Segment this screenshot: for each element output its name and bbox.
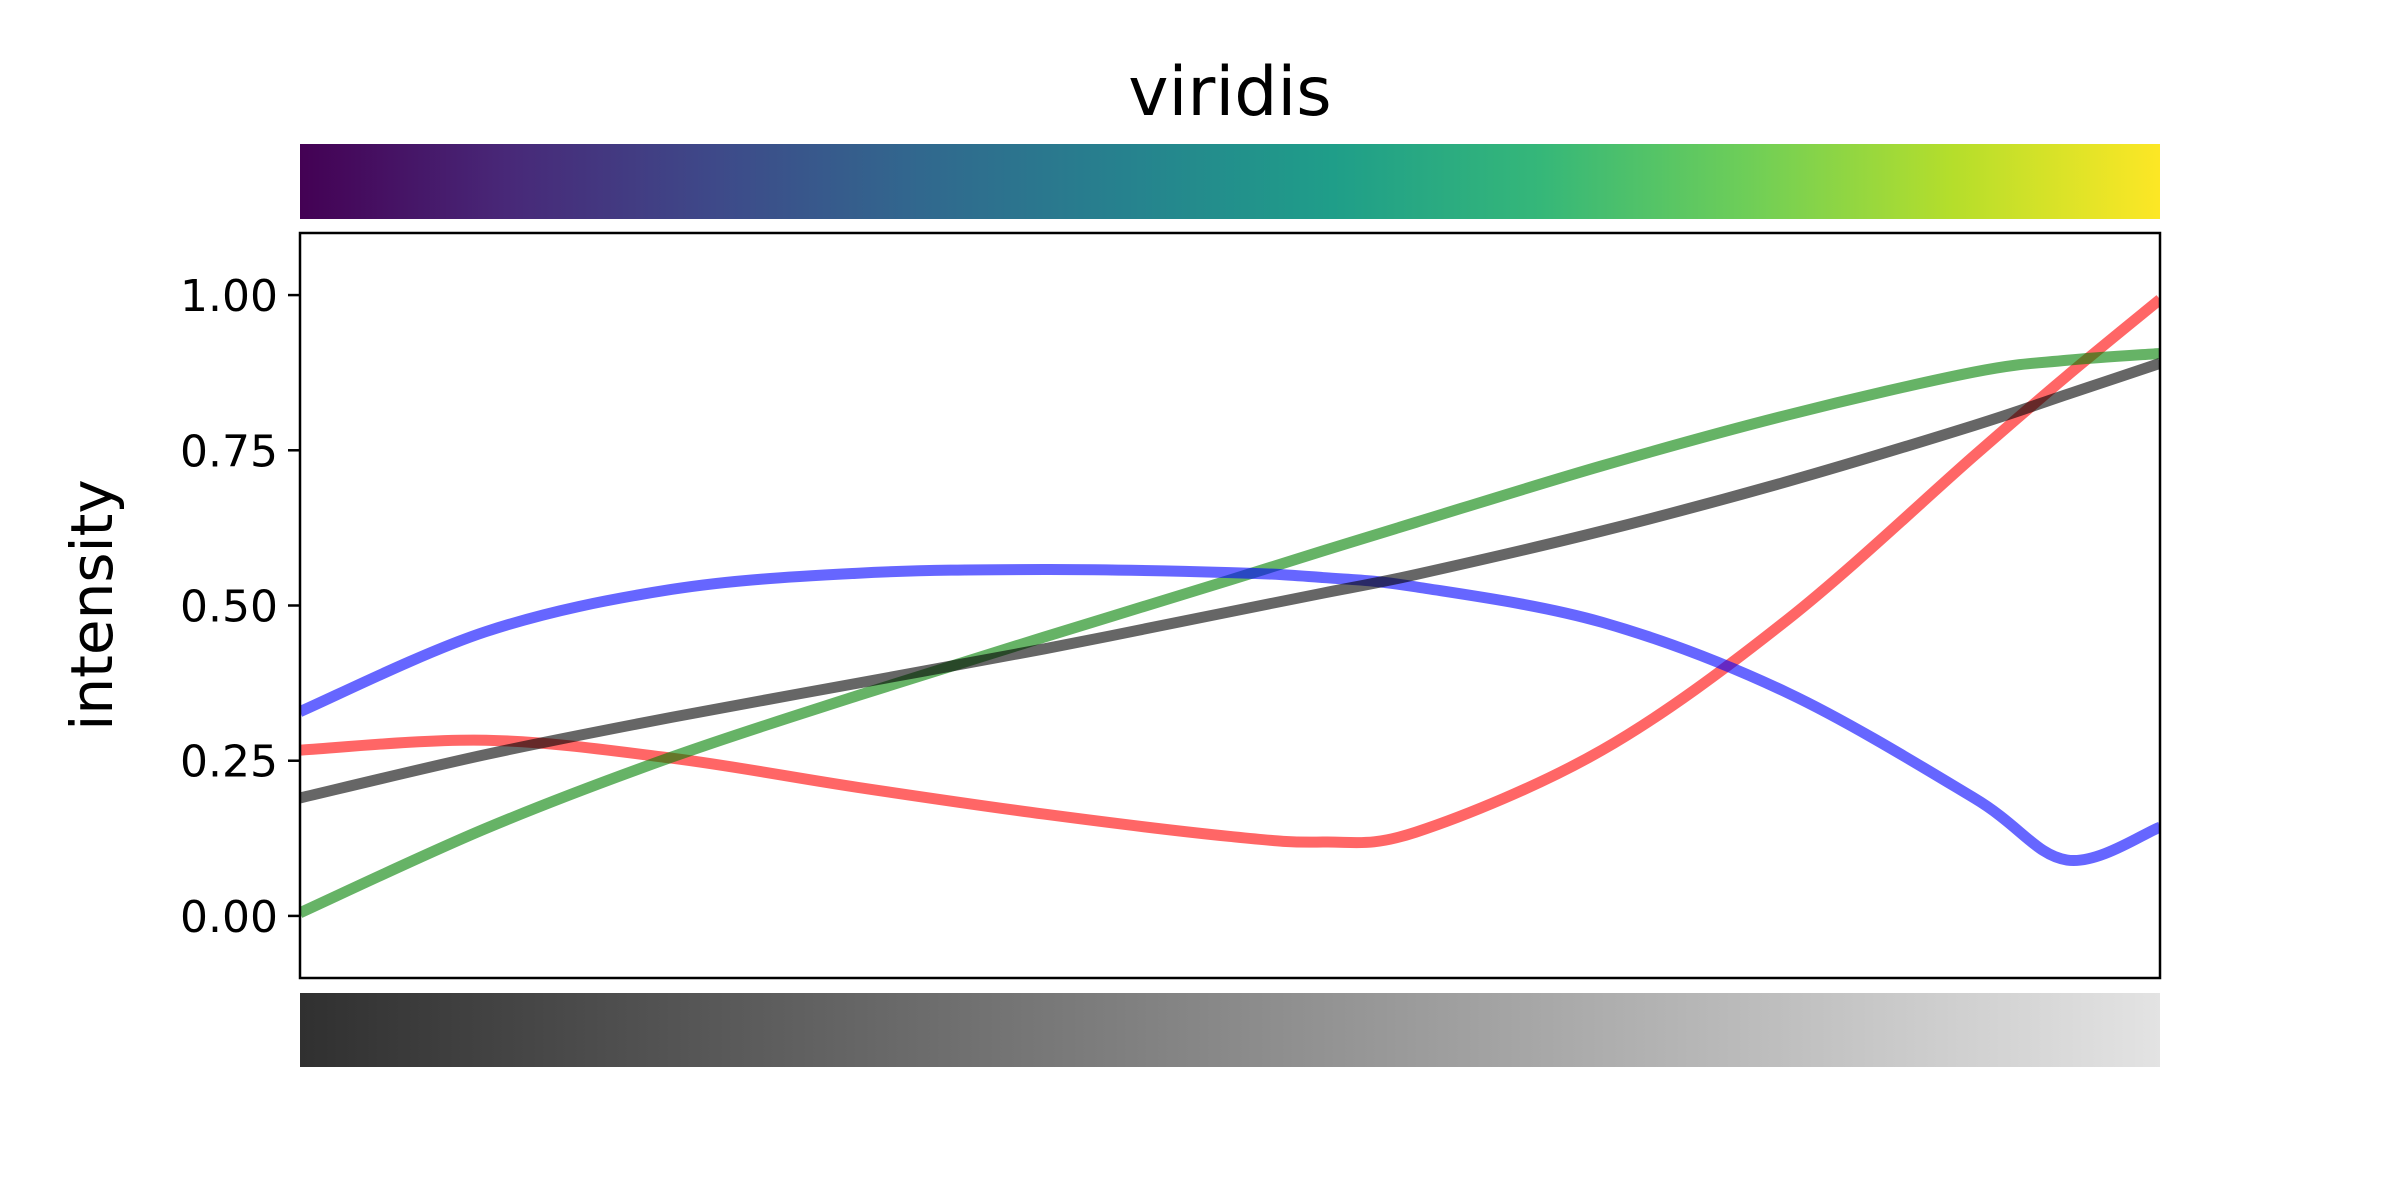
series-line-2 bbox=[300, 563, 2160, 866]
colorbar-top bbox=[300, 144, 2160, 219]
series-line-1 bbox=[300, 347, 2160, 918]
y-tick-label: 0.75 bbox=[180, 426, 278, 477]
y-tick-label: 0.00 bbox=[180, 892, 278, 943]
colorbar-bottom bbox=[300, 993, 2160, 1067]
y-axis-label: intensity bbox=[58, 479, 126, 730]
y-tick-label: 0.25 bbox=[180, 737, 278, 788]
y-tick-label: 1.00 bbox=[180, 271, 278, 322]
y-tick-label: 0.50 bbox=[180, 582, 278, 633]
series-line-3 bbox=[300, 358, 2160, 804]
chart-title: viridis bbox=[1128, 53, 1331, 132]
